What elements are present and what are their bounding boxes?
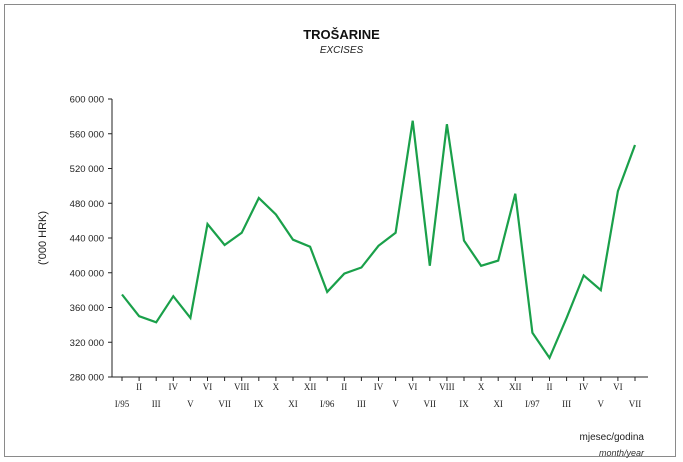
x-tick-label: II <box>136 382 142 392</box>
x-tick-label: II <box>341 382 347 392</box>
x-tick-label: X <box>273 382 280 392</box>
x-tick-label: III <box>562 399 571 409</box>
x-tick-label: X <box>478 382 485 392</box>
x-tick-label: VI <box>203 382 213 392</box>
x-tick-label: XI <box>493 399 503 409</box>
x-tick-label: VI <box>613 382 623 392</box>
y-axis-label: ('000 HRK) <box>37 211 49 265</box>
series-group <box>121 120 637 361</box>
x-tick-label: IV <box>169 382 179 392</box>
x-tick-label: I/96 <box>320 399 335 409</box>
x-tick-label: XI <box>288 399 298 409</box>
y-tick-label: 520 000 <box>70 164 104 175</box>
chart-title: TROŠARINE <box>303 27 380 42</box>
x-tick-label: XII <box>304 382 317 392</box>
y-tick-label: 360 000 <box>70 303 104 314</box>
x-tick-label: IV <box>579 382 589 392</box>
y-tick-label: 400 000 <box>70 268 104 279</box>
x-tick-label: I/97 <box>525 399 540 409</box>
x-tick-label: VIII <box>234 382 250 392</box>
x-tick-label: VIII <box>439 382 455 392</box>
x-axis-label-sub: month/year <box>598 448 644 458</box>
x-tick-label: VII <box>424 399 437 409</box>
y-tick-label: 480 000 <box>70 199 104 210</box>
y-tick-label: 600 000 <box>70 95 104 106</box>
y-tick-label: 560 000 <box>70 129 104 140</box>
y-tick-label: 320 000 <box>70 338 104 349</box>
x-tick-label: VII <box>629 399 642 409</box>
x-tick-label: V <box>598 399 605 409</box>
y-tick-label: 280 000 <box>70 373 104 384</box>
y-ticks-group: 280 000 320 000 360 000 400 000 440 000 480 0… <box>70 95 112 384</box>
chart-subtitle: EXCISES <box>319 45 364 56</box>
y-tick-label: 440 000 <box>70 234 104 245</box>
series-line <box>121 120 637 361</box>
x-tick-label: IX <box>459 399 469 409</box>
x-tick-label: I/95 <box>115 399 130 409</box>
chart-frame <box>4 4 676 457</box>
x-tick-label: II <box>547 382 553 392</box>
x-tick-label: V <box>392 399 399 409</box>
axes-group <box>111 99 648 378</box>
x-tick-label: VI <box>408 382 418 392</box>
x-tick-label: IV <box>374 382 384 392</box>
x-tick-label: VII <box>218 399 231 409</box>
x-tick-label: III <box>152 399 161 409</box>
x-tick-label: V <box>187 399 194 409</box>
x-tick-label: IX <box>254 399 264 409</box>
x-tick-label: III <box>357 399 366 409</box>
x-tick-label: XII <box>509 382 522 392</box>
x-ticks-group: I/95IIIIIIVVVIVIIVIIIIXXXIXIII/96IIIIIIV… <box>115 377 642 409</box>
x-axis-label: mjesec/godina <box>579 432 644 443</box>
